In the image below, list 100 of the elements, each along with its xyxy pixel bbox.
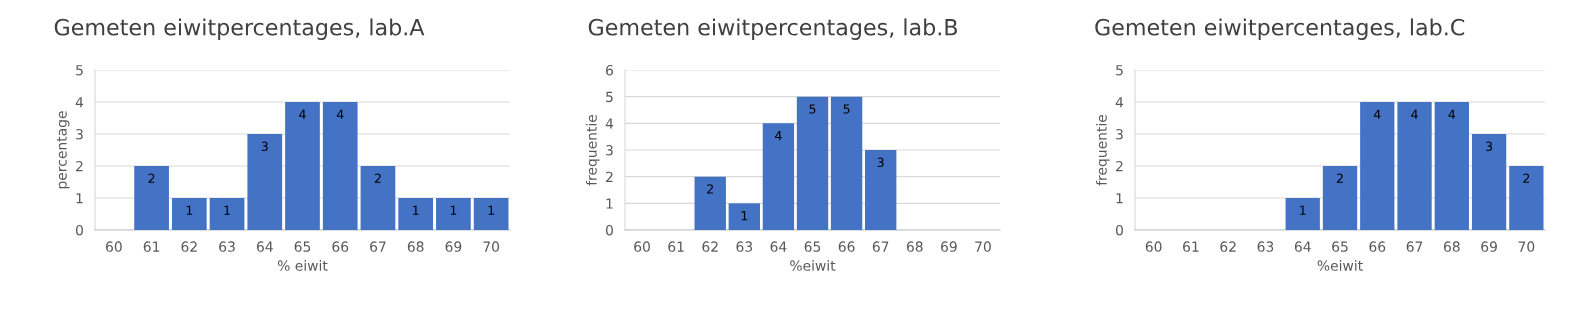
bar — [1360, 102, 1395, 230]
bar — [360, 166, 396, 230]
y-tick-label: 1 — [606, 198, 613, 209]
x-tick-label: 60 — [1145, 241, 1162, 252]
y-tick-label: 3 — [76, 128, 83, 140]
x-tick-label: 62 — [1220, 241, 1236, 252]
x-tick-label: 67 — [370, 241, 386, 252]
data-label: 3 — [877, 157, 884, 168]
data-label: 4 — [299, 109, 306, 119]
x-tick-label: 70 — [483, 241, 500, 252]
x-tick-label: 70 — [975, 241, 991, 252]
x-tick-label: 69 — [445, 241, 462, 252]
bar — [398, 198, 434, 230]
bar — [1471, 134, 1507, 230]
y-tick-label: 0 — [605, 224, 613, 236]
data-label: 4 — [775, 131, 782, 141]
chart-title: Gemeten eiwitpercentages, lab.A — [54, 18, 425, 40]
data-label: 1 — [741, 211, 748, 221]
x-tick-label: 61 — [143, 241, 160, 252]
x-tick-label: 63 — [1257, 241, 1274, 252]
bar — [436, 198, 471, 230]
x-tick-label: 68 — [407, 241, 424, 252]
data-label: 2 — [374, 173, 381, 183]
data-label: 2 — [1336, 173, 1343, 183]
data-label: 1 — [224, 205, 230, 215]
x-tick-label: 64 — [1294, 241, 1311, 252]
y-axis-title: percentage — [56, 111, 70, 189]
x-tick-label: 68 — [1443, 241, 1460, 252]
y-tick-label: 3 — [1116, 128, 1123, 140]
x-tick-label: 69 — [941, 241, 957, 252]
bar — [247, 134, 283, 230]
bar — [762, 123, 795, 230]
y-tick-label: 0 — [1115, 224, 1123, 236]
y-tick-label: 2 — [606, 171, 613, 182]
data-label: 3 — [261, 141, 268, 152]
x-tick-label: 64 — [256, 241, 273, 252]
x-tick-label: 64 — [770, 241, 787, 252]
y-tick-label: 6 — [606, 64, 614, 76]
data-label: 2 — [707, 184, 713, 194]
x-axis-title: % eiwit — [277, 260, 328, 271]
data-label: 1 — [1300, 205, 1306, 215]
y-tick-label: 3 — [606, 144, 613, 156]
bar — [285, 102, 320, 230]
y-tick-label: 4 — [75, 97, 84, 108]
y-tick-label: 4 — [1115, 97, 1124, 108]
y-tick-label: 1 — [76, 193, 83, 204]
x-tick-label: 60 — [106, 241, 122, 252]
y-axis-title: frequentie — [586, 114, 600, 186]
y-tick-label: 4 — [605, 118, 614, 129]
bar — [1509, 166, 1544, 230]
bar — [171, 198, 207, 230]
y-tick-label: 5 — [1116, 65, 1123, 76]
data-label: 5 — [809, 104, 816, 114]
y-tick-label: 2 — [76, 160, 83, 172]
x-tick-label: 63 — [219, 241, 235, 252]
bar — [830, 96, 863, 230]
x-tick-label: 70 — [1518, 241, 1535, 252]
data-label: 4 — [336, 109, 344, 119]
bar — [1434, 102, 1469, 230]
data-label: 2 — [1523, 173, 1530, 183]
bar — [473, 198, 509, 230]
y-tick-label: 5 — [76, 65, 83, 76]
x-tick-label: 62 — [181, 241, 197, 252]
x-tick-label: 69 — [1481, 241, 1497, 252]
data-label: 4 — [1373, 109, 1381, 119]
x-axis-title: %eiwit — [1317, 260, 1363, 271]
x-tick-label: 65 — [1332, 241, 1348, 252]
bar — [796, 96, 829, 230]
data-label: 1 — [186, 205, 193, 215]
bar — [322, 102, 358, 230]
x-tick-label: 67 — [1406, 241, 1423, 252]
bar — [134, 166, 169, 230]
data-label: 1 — [450, 205, 457, 215]
x-tick-label: 66 — [1369, 241, 1386, 252]
data-label: 1 — [413, 205, 419, 215]
x-tick-label: 67 — [872, 241, 889, 252]
x-tick-label: 65 — [804, 241, 821, 252]
x-tick-label: 65 — [294, 241, 311, 252]
x-tick-label: 68 — [906, 241, 923, 252]
bar — [1285, 198, 1320, 230]
bar — [865, 150, 897, 230]
bar — [209, 198, 245, 230]
data-label: 5 — [843, 104, 850, 114]
chart-title: Gemeten eiwitpercentages, lab.C — [1095, 18, 1465, 40]
y-axis-title: frequentie — [1096, 114, 1110, 186]
x-tick-label: 62 — [702, 241, 718, 252]
bar — [1397, 102, 1432, 230]
y-tick-label: 1 — [1116, 193, 1123, 204]
x-tick-label: 66 — [838, 241, 855, 252]
bar — [694, 176, 726, 230]
bar — [728, 203, 760, 230]
data-label: 4 — [1448, 109, 1456, 119]
chart-title: Gemeten eiwitpercentages, lab.B — [588, 18, 957, 40]
data-label: 2 — [148, 173, 155, 183]
y-tick-label: 0 — [75, 224, 83, 236]
x-tick-label: 63 — [736, 241, 753, 252]
x-tick-label: 60 — [634, 241, 650, 252]
data-label: 1 — [488, 205, 494, 215]
x-tick-label: 66 — [332, 241, 349, 252]
data-label: 4 — [1411, 109, 1418, 119]
